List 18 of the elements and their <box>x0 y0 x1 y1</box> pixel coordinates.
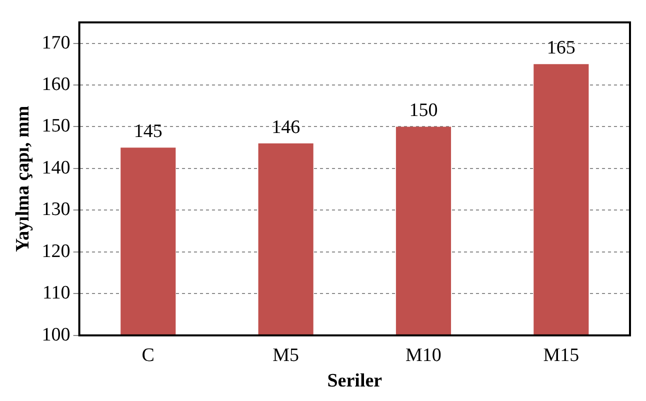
data-label: 146 <box>272 116 300 138</box>
x-tick-label: M5 <box>272 344 300 366</box>
x-tick-label: M10 <box>406 344 442 366</box>
y-tick-label: 120 <box>42 240 70 262</box>
y-tick-label: 150 <box>42 116 70 137</box>
y-axis-title: Yayılma çapı, mm <box>12 106 34 252</box>
data-label: 150 <box>409 100 438 122</box>
y-tick-label: 140 <box>42 157 70 178</box>
y-tick-label: 160 <box>42 74 70 95</box>
x-tick-label: C <box>142 344 154 366</box>
data-label: 145 <box>134 121 162 142</box>
y-tick-label: 130 <box>42 199 70 220</box>
y-tick-label: 110 <box>42 282 70 304</box>
x-tick-label: M15 <box>543 344 580 366</box>
x-axis-title: Seriler <box>327 370 383 392</box>
y-tick-label: 100 <box>42 324 70 346</box>
y-tick-label: 170 <box>42 32 70 54</box>
data-label: 165 <box>546 38 576 59</box>
